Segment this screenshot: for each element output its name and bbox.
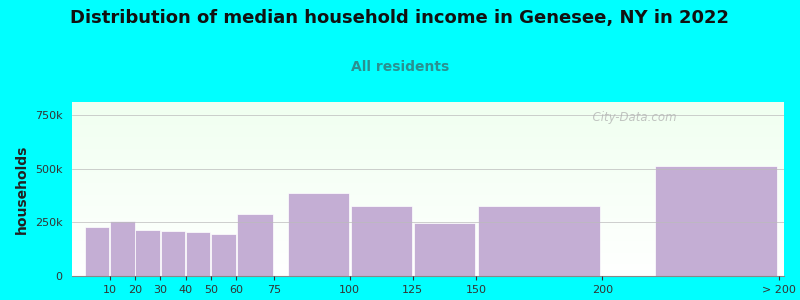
Bar [237, 214, 274, 276]
Text: All residents: All residents [351, 60, 449, 74]
Bar [478, 206, 600, 276]
Bar [110, 221, 134, 276]
Y-axis label: households: households [15, 144, 29, 234]
Bar [186, 232, 210, 276]
Bar [161, 231, 186, 276]
Bar [414, 224, 475, 276]
Bar [654, 167, 777, 276]
Bar [350, 206, 412, 276]
Text: City-Data.com: City-Data.com [585, 111, 676, 124]
Bar [211, 234, 236, 276]
Bar [85, 226, 110, 276]
Text: Distribution of median household income in Genesee, NY in 2022: Distribution of median household income … [70, 9, 730, 27]
Bar [135, 230, 160, 276]
Bar [287, 193, 349, 276]
